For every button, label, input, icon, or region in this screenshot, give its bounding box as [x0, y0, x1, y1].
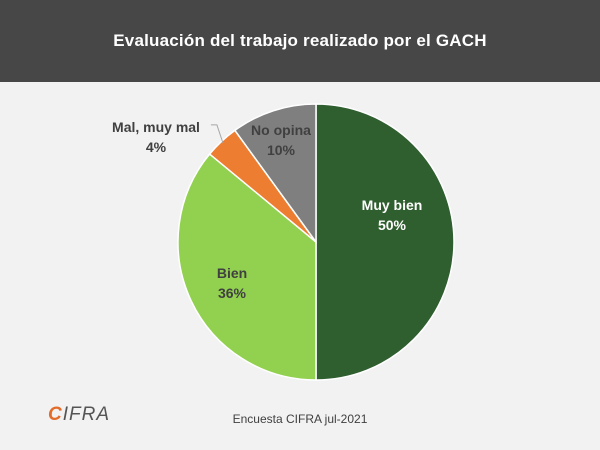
- chart-title: Evaluación del trabajo realizado por el …: [113, 31, 487, 50]
- pie-slice-no-opina: [233, 103, 317, 245]
- slice-label: Bien 36%: [217, 265, 247, 301]
- slice-category-label: Muy bien: [362, 197, 423, 213]
- pie-chart: Muy bien 50% Bien 36% Mal, muy mal 4% No opina…: [112, 103, 455, 381]
- slice-label: Mal, muy mal 4%: [112, 119, 200, 155]
- slice-value-label: 10%: [267, 142, 296, 158]
- cifra-logo: CIFRA: [48, 404, 110, 426]
- slice-category-label: No opina: [251, 122, 311, 138]
- slice-category-label: Bien: [217, 265, 247, 281]
- slice-label: No opina 10%: [251, 122, 311, 158]
- slice-value-label: 4%: [146, 139, 167, 155]
- slice-category-label: Mal, muy mal: [112, 119, 200, 135]
- slice-label: Muy bien 50%: [362, 197, 423, 233]
- pie-slice-muy-bien: [315, 103, 455, 381]
- logo-text: IFRA: [62, 404, 111, 425]
- chart-header: Evaluación del trabajo realizado por el …: [0, 0, 600, 82]
- pie-slice-bien: [177, 152, 317, 381]
- source-note: Encuesta CIFRA jul-2021: [232, 412, 368, 426]
- leader-line: [210, 124, 224, 144]
- slice-value-label: 50%: [378, 217, 407, 233]
- slice-value-label: 36%: [218, 285, 247, 301]
- logo-mark: C: [48, 404, 63, 425]
